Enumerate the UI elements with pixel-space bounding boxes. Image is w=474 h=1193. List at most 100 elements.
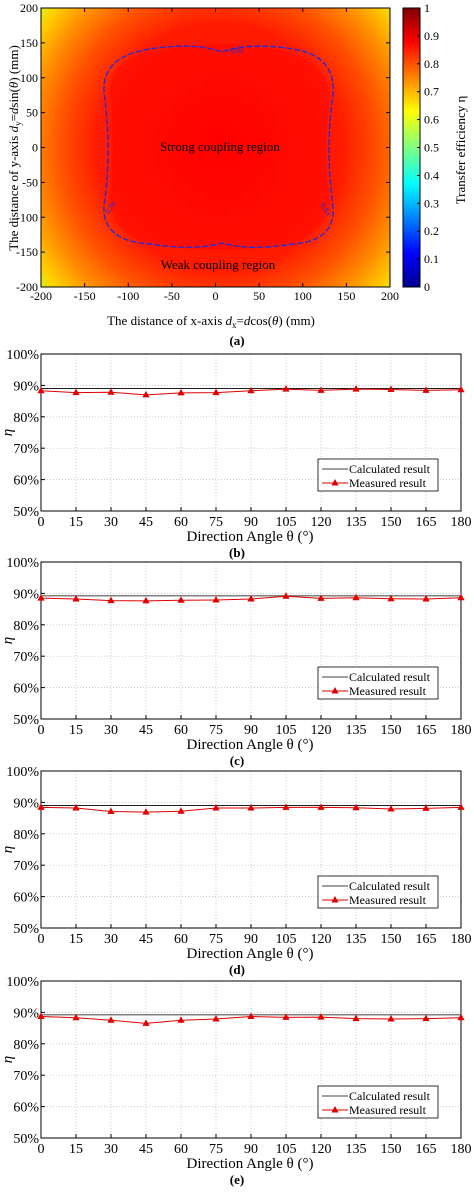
data-point-measured (282, 1013, 290, 1020)
annotation-weak-coupling: Weak coupling region (161, 257, 276, 272)
y-tick-label: 70% (13, 1069, 39, 1084)
data-point-measured (37, 1012, 45, 1019)
x-tick-label: 75 (209, 932, 223, 947)
data-point-measured (72, 1013, 80, 1021)
x-tick-label: 15 (69, 515, 83, 530)
y-tick-label: 100 (20, 71, 38, 85)
data-point-measured (177, 1016, 185, 1023)
legend-box (317, 666, 439, 700)
x-tick-label: 135 (346, 723, 367, 738)
x-tick-label: 180 (451, 515, 472, 530)
data-point-measured (37, 386, 45, 394)
x-tick-label: 30 (104, 723, 118, 738)
x-tick-label: 165 (416, 932, 437, 947)
data-point-measured (457, 1013, 465, 1021)
heatmap-x-axis-label: The distance of x-axis dx=dcos(θ) (mm) (107, 313, 315, 330)
data-point-measured (177, 388, 185, 396)
data-point-measured (37, 803, 45, 810)
y-tick-label: -100 (16, 210, 38, 224)
y-tick-label: 90% (13, 379, 39, 394)
colorbar-tick-label: 0.7 (424, 85, 439, 99)
y-tick-label: 70% (13, 859, 39, 874)
y-tick-label: 50% (13, 713, 39, 728)
x-tick-label: 0 (38, 723, 45, 738)
x-tick-label: 100 (294, 289, 312, 303)
x-axis-label: Direction Angle θ (°) (187, 946, 314, 962)
x-tick-label: 30 (104, 515, 118, 530)
y-tick-label: 150 (20, 36, 38, 50)
x-tick-label: 30 (104, 1142, 118, 1157)
x-tick-label: 15 (69, 723, 83, 738)
y-axis-label: η (0, 846, 16, 853)
y-tick-label: 100% (6, 765, 39, 780)
data-point-measured (457, 803, 465, 810)
data-point-measured (247, 386, 255, 394)
x-tick-label: 30 (104, 932, 118, 947)
y-tick-label: 90% (13, 1006, 39, 1021)
x-tick-label: 120 (311, 932, 332, 947)
y-tick-label: 200 (20, 1, 38, 15)
x-tick-label: 165 (416, 723, 437, 738)
data-point-measured (317, 803, 325, 810)
x-tick-label: 150 (381, 515, 402, 530)
y-tick-label: 80% (13, 411, 39, 426)
y-tick-label: 80% (13, 619, 39, 634)
data-point-measured (352, 1014, 360, 1022)
x-tick-label: 120 (311, 723, 332, 738)
panel-label: (b) (229, 545, 245, 560)
legend-box (317, 458, 439, 492)
y-tick-label: -200 (16, 280, 38, 294)
x-tick-label: 60 (174, 1142, 188, 1157)
x-tick-label: 45 (139, 932, 153, 947)
x-tick-label: -100 (117, 289, 139, 303)
data-point-measured (247, 595, 255, 602)
data-point-measured (387, 594, 395, 602)
data-point-measured (72, 595, 80, 602)
data-point-measured (422, 386, 430, 393)
x-tick-label: 90 (244, 1142, 258, 1157)
line-chart-panel-c: 0 15 30 45 60 75 90 105 120 135 150 165 180 50% 60% 70%… (0, 556, 472, 768)
x-tick-label: 105 (276, 515, 297, 530)
annotation-strong-coupling: Strong coupling region (160, 139, 280, 154)
data-point-measured (282, 385, 290, 392)
y-tick-label: 80% (13, 828, 39, 843)
x-tick-label: -150 (74, 289, 96, 303)
data-point-measured (212, 804, 220, 811)
legend-label-measured: Measured result (349, 1103, 427, 1117)
x-axis-label: Direction Angle θ (°) (187, 737, 314, 753)
data-point-measured (422, 1014, 430, 1022)
data-point-measured (317, 1013, 325, 1020)
legend-label-measured: Measured result (349, 476, 427, 490)
x-tick-label: 90 (244, 515, 258, 530)
x-tick-label: 45 (139, 723, 153, 738)
x-tick-label: 0 (213, 289, 219, 303)
colorbar-tick-label: 1 (424, 1, 430, 15)
y-tick-label: 60% (13, 891, 39, 906)
y-tick-label: -150 (16, 245, 38, 259)
x-tick-label: 165 (416, 515, 437, 530)
data-point-measured (282, 592, 290, 599)
x-tick-label: 180 (451, 932, 472, 947)
y-tick-label: 100% (6, 348, 39, 363)
colorbar-tick-label: 0.2 (424, 224, 439, 238)
data-point-measured (107, 1016, 115, 1023)
x-tick-label: 0 (38, 1142, 45, 1157)
legend-marker-measured (331, 687, 339, 694)
legend-box (317, 1085, 439, 1119)
data-point-measured (317, 594, 325, 601)
panel-label-a: (a) (229, 333, 244, 348)
heatmap-y-ticks: -200 -150 -100 -50 0 50 100 150 200 (16, 1, 390, 294)
x-tick-label: 45 (139, 1142, 153, 1157)
y-tick-label: 80% (13, 1038, 39, 1053)
heatmap-panel: 0.8x 0.8x 0.8x Strong coupling region We… (6, 1, 468, 348)
data-point-measured (212, 388, 220, 396)
y-tick-label: -50 (22, 175, 38, 189)
x-tick-label: 60 (174, 723, 188, 738)
x-tick-label: 165 (416, 1142, 437, 1157)
data-point-measured (142, 808, 150, 815)
x-tick-label: -200 (30, 289, 52, 303)
data-point-measured (72, 388, 80, 396)
legend-label-calculated: Calculated result (349, 462, 431, 476)
data-point-measured (352, 803, 360, 811)
y-axis-label: η (0, 637, 16, 644)
